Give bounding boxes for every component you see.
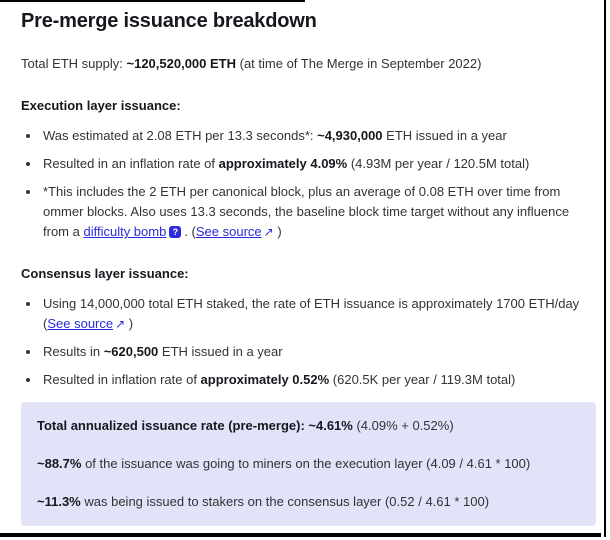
- total-supply-post: (at time of The Merge in September 2022): [236, 56, 482, 71]
- bullet-text: . (: [184, 224, 196, 239]
- summary-total-rate: Total annualized issuance rate (pre-merg…: [37, 418, 353, 433]
- total-supply-line: Total ETH supply: ~120,520,000 ETH (at t…: [21, 54, 596, 74]
- bullet-text: Resulted in inflation rate of: [43, 372, 201, 387]
- bullet-text: Was estimated at 2.08 ETH per 13.3 secon…: [43, 128, 318, 143]
- consensus-layer-heading: Consensus layer issuance:: [21, 266, 189, 281]
- see-source-link-label: See source: [47, 316, 114, 331]
- summary-info-box: Total annualized issuance rate (pre-merg…: [21, 402, 596, 526]
- list-item-execution-1: Was estimated at 2.08 ETH per 13.3 secon…: [41, 126, 596, 146]
- see-source-link[interactable]: See source ↗: [196, 224, 274, 239]
- list-item-consensus-2: Results in ~620,500 ETH issued in a year: [41, 342, 596, 362]
- total-supply-value: ~120,520,000 ETH: [126, 56, 237, 71]
- bullet-bold-value: ~620,500: [103, 344, 159, 359]
- summary-text: was being issued to stakers on the conse…: [80, 494, 490, 509]
- bullet-text: Resulted in an inflation rate of: [43, 156, 219, 171]
- bullet-text: (4.93M per year / 120.5M total): [347, 156, 530, 171]
- summary-line-total: Total annualized issuance rate (pre-merg…: [37, 415, 580, 437]
- execution-layer-heading: Execution layer issuance:: [21, 98, 181, 113]
- bullet-text: Using 14,000,000 total ETH staked, the r…: [43, 296, 580, 331]
- bullet-text: ETH issued in a year: [158, 344, 283, 359]
- see-source-link-label: See source: [195, 224, 262, 239]
- bullet-text: ETH issued in a year: [382, 128, 507, 143]
- summary-text: of the issuance was going to miners on t…: [81, 456, 531, 471]
- summary-line-miners: ~88.7% of the issuance was going to mine…: [37, 453, 580, 475]
- external-link-icon: ↗: [263, 225, 274, 239]
- summary-text: (4.09% + 0.52%): [352, 418, 454, 433]
- page-title: Pre-merge issuance breakdown: [21, 10, 317, 32]
- execution-bullet-list: Was estimated at 2.08 ETH per 13.3 secon…: [21, 126, 596, 242]
- bullet-bold-value: ~4,930,000: [317, 128, 383, 143]
- bullet-text: *This includes the 2 ETH per canonical b…: [43, 184, 570, 239]
- summary-stakers-share: ~11.3%: [37, 494, 81, 509]
- bullet-bold-value: approximately 0.52%: [200, 372, 330, 387]
- summary-line-stakers: ~11.3% was being issued to stakers on th…: [37, 491, 580, 513]
- screenshot-border-bottom: [0, 533, 601, 537]
- list-item-execution-2: Resulted in an inflation rate of approxi…: [41, 154, 596, 174]
- list-item-consensus-1: Using 14,000,000 total ETH staked, the r…: [41, 294, 596, 334]
- consensus-bullet-list: Using 14,000,000 total ETH staked, the r…: [21, 294, 596, 390]
- difficulty-bomb-link[interactable]: difficulty bomb: [83, 224, 167, 239]
- bullet-text: ): [125, 316, 134, 331]
- see-source-link[interactable]: See source ↗: [47, 316, 125, 331]
- summary-miners-share: ~88.7%: [37, 456, 82, 471]
- list-item-consensus-3: Resulted in inflation rate of approximat…: [41, 370, 596, 390]
- article-page: Pre-merge issuance breakdown Total ETH s…: [0, 0, 610, 526]
- glossary-tooltip-icon[interactable]: ?: [169, 226, 182, 238]
- external-link-icon: ↗: [115, 317, 126, 331]
- bullet-bold-value: approximately 4.09%: [218, 156, 348, 171]
- total-supply-pre: Total ETH supply:: [21, 56, 127, 71]
- screenshot-border-right: [604, 0, 606, 537]
- bullet-text: Results in: [43, 344, 104, 359]
- list-item-execution-3: *This includes the 2 ETH per canonical b…: [41, 182, 596, 242]
- screenshot-border-top: [0, 0, 305, 2]
- bullet-text: (620.5K per year / 119.3M total): [329, 372, 516, 387]
- bullet-text: ): [273, 224, 282, 239]
